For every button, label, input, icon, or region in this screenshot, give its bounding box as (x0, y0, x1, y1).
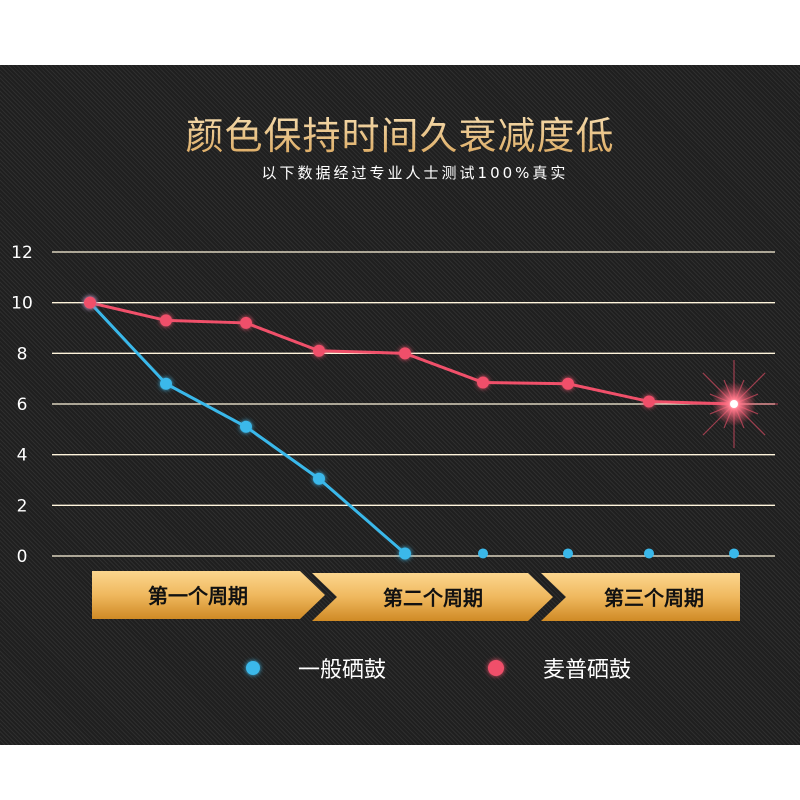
legend-label-red: 麦普硒鼓 (543, 658, 631, 683)
data-point (478, 548, 488, 559)
data-point (84, 296, 96, 309)
data-point (563, 548, 573, 559)
period-label-3: 第三个周期 (604, 586, 704, 610)
y-tick-label: 12 (11, 243, 33, 263)
page-subtitle: 以下数据经过专业人士测试100%真实 (261, 164, 569, 182)
chart-panel (0, 65, 800, 745)
data-point (399, 547, 411, 560)
data-point (160, 314, 172, 327)
data-point (313, 472, 325, 485)
data-point (562, 377, 574, 390)
period-label-2: 第二个周期 (383, 586, 483, 610)
data-point (313, 344, 325, 357)
data-point (240, 316, 252, 329)
period-banner-3 (541, 573, 740, 621)
y-tick-label: 2 (17, 496, 28, 516)
legend-label-blue: 一般硒鼓 (298, 658, 386, 683)
y-tick-label: 4 (17, 446, 28, 466)
page-title: 颜色保持时间久衰减度低 (0, 105, 800, 160)
flare-point (690, 360, 778, 448)
y-tick-label: 6 (17, 395, 28, 415)
data-point (477, 376, 489, 389)
y-tick-label: 10 (11, 294, 33, 314)
period-banner-1 (92, 571, 325, 619)
data-point (644, 548, 654, 559)
data-point (399, 347, 411, 360)
legend-marker-red (488, 660, 504, 676)
y-tick-label: 0 (17, 547, 28, 567)
data-point (160, 377, 172, 390)
data-point (643, 395, 655, 408)
data-point (240, 420, 252, 433)
period-banner-2 (312, 573, 553, 621)
period-label-1: 第一个周期 (148, 584, 248, 608)
legend-marker-blue (246, 661, 260, 675)
data-point (729, 548, 739, 559)
y-tick-label: 8 (17, 344, 28, 364)
